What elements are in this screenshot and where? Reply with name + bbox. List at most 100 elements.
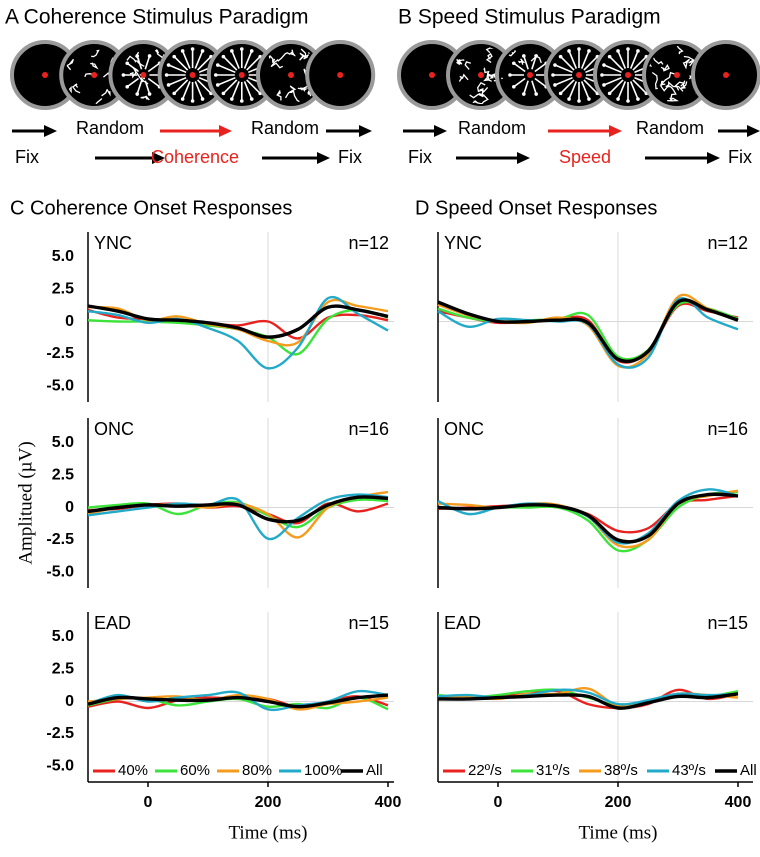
random-dot-trail — [307, 90, 312, 95]
legend-label: 43º/s — [672, 762, 706, 779]
radial-dot — [567, 97, 571, 101]
radial-dot — [577, 47, 581, 51]
radial-dot-trail — [181, 81, 191, 100]
fixation-dot — [337, 72, 344, 78]
radial-dot — [577, 99, 581, 103]
step-label: Fix — [338, 147, 362, 167]
radial-dot-trail — [243, 81, 253, 100]
radial-dot-trail — [531, 80, 537, 95]
radial-dot — [125, 61, 130, 66]
stimulus-frame — [495, 40, 565, 110]
y-tick-label: 2.5 — [52, 466, 74, 483]
arrow-head — [707, 152, 720, 164]
radial-dot-trail — [609, 56, 624, 71]
radial-dot-trail — [147, 62, 161, 73]
random-dot-trail — [289, 90, 300, 103]
series-line — [87, 493, 389, 541]
panel-annotation: n=12 — [348, 233, 389, 253]
chart: ONC n=16 — [437, 418, 753, 588]
radial-dot — [587, 49, 591, 53]
random-dot-trail — [479, 86, 489, 95]
radial-dot — [512, 61, 516, 66]
radial-dot-trail — [523, 55, 529, 70]
radial-dot-trail — [617, 81, 627, 100]
y-tick-label: 5.0 — [52, 434, 74, 451]
arrow-head — [152, 152, 165, 164]
arrow-head — [434, 125, 447, 137]
stimulus-frame — [397, 40, 467, 110]
panel-annotation: n=15 — [707, 613, 748, 633]
radial-dot — [166, 63, 171, 67]
random-dot-trail — [126, 55, 140, 63]
random-dot-trail — [485, 52, 493, 63]
radial-dot — [587, 97, 591, 101]
random-dot-trail — [673, 81, 686, 92]
fixation-dot — [91, 72, 98, 78]
radial-dot — [607, 54, 612, 59]
step-label: Speed — [559, 147, 611, 167]
radial-dot-trail — [554, 76, 573, 86]
y-tick-label: 0 — [65, 693, 74, 710]
radial-dot — [147, 54, 152, 58]
radial-dot — [551, 73, 555, 77]
arrow-head — [44, 125, 57, 137]
radial-dot-trail — [580, 50, 590, 69]
fixation-dot — [625, 72, 631, 78]
panel-annotation: EAD — [444, 613, 481, 633]
panel-annotation: ONC — [444, 419, 484, 439]
chart: D Speed Onset Responses YNC n=12 — [415, 197, 753, 402]
radial-dot — [522, 54, 526, 58]
arrow-head — [747, 125, 760, 137]
radial-dot — [190, 99, 195, 103]
x-axis-label: Time (ms) — [228, 822, 307, 843]
legend-label: All — [366, 762, 383, 779]
radial-dot — [164, 73, 169, 77]
radial-dot-trail — [168, 64, 187, 74]
random-dot-trail — [276, 89, 282, 101]
radial-dot-trail — [173, 79, 189, 94]
radial-dot — [616, 97, 620, 101]
fixation-dot — [576, 72, 582, 78]
radial-dot-trail — [568, 50, 578, 69]
x-tick-label: 0 — [144, 794, 153, 811]
radial-dot — [522, 92, 526, 96]
radial-dot-trail — [136, 80, 143, 95]
x-tick-label: 400 — [725, 794, 752, 811]
radial-dot-trail — [194, 50, 204, 69]
panel-annotation: YNC — [444, 233, 482, 253]
step-label: Fix — [15, 147, 39, 167]
random-dot-trail — [66, 58, 75, 71]
radial-dot-trail — [629, 50, 639, 69]
panel-annotation: n=16 — [707, 419, 748, 439]
panel-annotation: ONC — [94, 419, 134, 439]
radial-dot — [512, 84, 516, 89]
radial-dot — [567, 49, 571, 53]
series-line — [437, 298, 739, 364]
radial-dot — [147, 92, 152, 96]
legend-label: 31º/s — [536, 762, 570, 779]
random-dot-trail — [289, 49, 296, 57]
radial-dot — [221, 91, 226, 96]
radial-dot-trail — [534, 62, 547, 73]
radial-dot-trail — [603, 76, 622, 86]
radial-dot — [616, 49, 620, 53]
legend-label: 60% — [180, 762, 210, 779]
radial-dot — [636, 49, 640, 53]
radial-dot-trail — [580, 81, 590, 100]
radial-dot — [200, 97, 205, 101]
arrow-head — [219, 125, 232, 137]
radial-dot-trail — [609, 79, 624, 94]
y-tick-label: -2.5 — [46, 725, 74, 742]
y-tick-label: 2.5 — [52, 660, 74, 677]
radial-dot — [230, 49, 234, 53]
radial-dot-trail — [513, 77, 526, 88]
stimulus-frame — [691, 40, 760, 110]
radial-dot-trail — [246, 56, 261, 71]
radial-dot-trail — [560, 56, 575, 71]
radial-dot — [215, 83, 220, 87]
radial-dot — [135, 92, 140, 96]
random-dot-trail — [469, 92, 485, 99]
fixation-dot — [723, 72, 729, 78]
step-label: Random — [76, 118, 144, 138]
